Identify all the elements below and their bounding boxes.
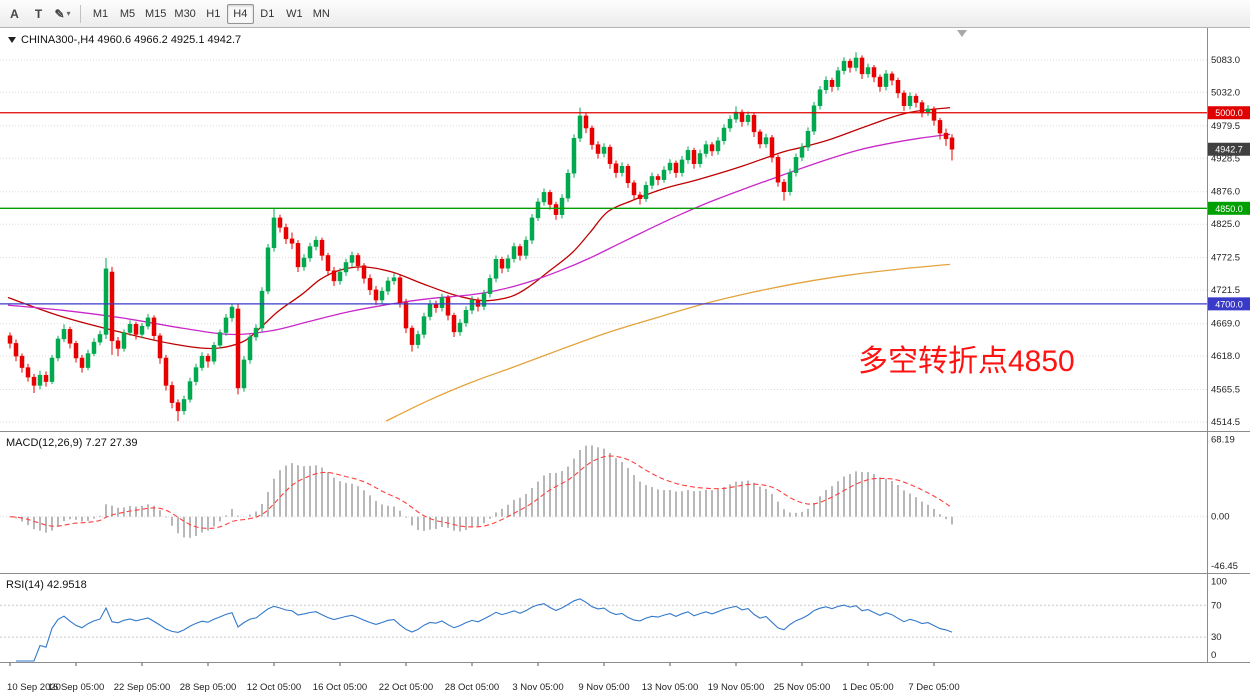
timeframe-button-m1[interactable]: M1 <box>87 4 114 24</box>
symbol-header: CHINA300-,H4 4960.6 4966.2 4925.1 4942.7 <box>8 34 241 46</box>
timeframe-button-m5[interactable]: M5 <box>114 4 141 24</box>
rsi-tick-label: 100 <box>1211 576 1227 587</box>
time-axis-label: 16 Sep 05:00 <box>48 682 105 693</box>
time-axis-label: 16 Oct 05:00 <box>313 682 367 693</box>
timeframe-group: M1 M5 M15 M30 H1 H4 D1 W1 MN <box>87 3 335 24</box>
timeframe-button-h4[interactable]: H4 <box>226 3 254 24</box>
ma-slow-orange <box>385 263 951 422</box>
crayon-icon: ✎ <box>54 6 65 21</box>
timeframe-button-mn[interactable]: MN <box>308 4 335 24</box>
price-tick-label: 5032.0 <box>1211 87 1240 98</box>
arrow-tool-button[interactable]: A <box>3 3 26 25</box>
symbol-expand-icon <box>8 37 16 43</box>
macd-tick-label: -46.45 <box>1211 561 1238 572</box>
draw-color-tool-button[interactable]: ✎ ▾ <box>51 3 74 25</box>
rsi-panel <box>0 598 1207 662</box>
timeframe-button-d1[interactable]: D1 <box>254 4 281 24</box>
rsi-tick-label: 30 <box>1211 632 1222 643</box>
time-axis-label: 10 Sep 2020 <box>7 682 61 693</box>
price-tick-label: 4721.5 <box>1211 285 1240 296</box>
macd-indicator-label: MACD(12,26,9) 7.27 27.39 <box>6 437 138 449</box>
timeframe-button-m30[interactable]: M30 <box>170 4 199 24</box>
price-tick-label: 4514.5 <box>1211 417 1240 428</box>
text-tool-button[interactable]: T <box>27 3 50 25</box>
rsi-tick-label: 0 <box>1211 650 1216 661</box>
time-axis-label: 13 Nov 05:00 <box>642 682 699 693</box>
level-badge-5000.0-label: 5000.0 <box>1215 108 1243 118</box>
time-axis-label: 12 Oct 05:00 <box>247 682 301 693</box>
timeframe-button-w1[interactable]: W1 <box>281 4 308 24</box>
macd-panel <box>0 445 1207 538</box>
time-axis-label: 28 Oct 05:00 <box>445 682 499 693</box>
dropdown-caret-icon: ▾ <box>66 9 71 18</box>
price-tick-label: 4618.0 <box>1211 351 1240 362</box>
timeframe-button-h1[interactable]: H1 <box>200 4 227 24</box>
level-badge-4850.0-label: 4850.0 <box>1215 204 1243 214</box>
time-axis-label: 1 Dec 05:00 <box>842 682 893 693</box>
price-axis: 5083.0 5032.0 4979.5 4928.5 4876.0 4825.0 4772… <box>1208 55 1250 661</box>
price-tick-label: 4928.5 <box>1211 153 1240 164</box>
macd-signal-line <box>9 455 953 530</box>
moving-average-lines <box>7 106 951 422</box>
chart-shift-marker[interactable] <box>957 30 967 37</box>
candlestick-series <box>7 52 955 422</box>
time-axis-label: 25 Nov 05:00 <box>774 682 831 693</box>
rsi-indicator-label: RSI(14) 42.9518 <box>6 579 87 591</box>
time-axis-label: 9 Nov 05:00 <box>578 682 629 693</box>
time-axis-label: 28 Sep 05:00 <box>180 682 237 693</box>
timeframe-button-m15[interactable]: M15 <box>141 4 170 24</box>
price-tick-label: 4669.0 <box>1211 319 1240 330</box>
level-badge-5000.0 <box>1208 106 1250 120</box>
horizontal-level-lines <box>0 112 1207 305</box>
time-axis-label: 7 Dec 05:00 <box>908 682 959 693</box>
level-badge-4700.0 <box>1208 297 1250 311</box>
time-axis-label: 22 Oct 05:00 <box>379 682 433 693</box>
current-price-badge <box>1208 142 1250 156</box>
price-tick-label: 5083.0 <box>1211 55 1240 66</box>
toolbar: A T ✎ ▾ M1 M5 M15 M30 H1 H4 D1 W1 MN <box>0 0 1250 28</box>
toolbar-separator <box>80 4 81 23</box>
rsi-tick-label: 70 <box>1211 600 1222 611</box>
price-tick-label: 4565.5 <box>1211 385 1240 396</box>
current-price-badge-label: 4942.7 <box>1215 145 1243 155</box>
price-tick-label: 4772.5 <box>1211 253 1240 264</box>
ma-mid-magenta <box>7 133 951 336</box>
gridlines <box>0 59 1207 423</box>
symbol-ohlc-text: CHINA300-,H4 4960.6 4966.2 4925.1 4942.7 <box>21 34 242 46</box>
price-tick-label: 4825.0 <box>1211 219 1240 230</box>
price-tick-label: 4876.0 <box>1211 187 1240 198</box>
time-axis-label: 3 Nov 05:00 <box>512 682 563 693</box>
time-axis-label: 22 Sep 05:00 <box>114 682 171 693</box>
price-tick-label: 4979.5 <box>1211 121 1240 132</box>
macd-tick-label: 0.00 <box>1211 512 1230 523</box>
rsi-line <box>16 598 953 662</box>
time-axis-label: 19 Nov 05:00 <box>708 682 765 693</box>
chart-annotation[interactable]: 多空转折点4850 <box>858 345 1075 378</box>
level-badge-4700.0-label: 4700.0 <box>1215 299 1243 309</box>
macd-tick-label: 68.19 <box>1211 435 1235 446</box>
level-badge-4850.0 <box>1208 201 1250 215</box>
